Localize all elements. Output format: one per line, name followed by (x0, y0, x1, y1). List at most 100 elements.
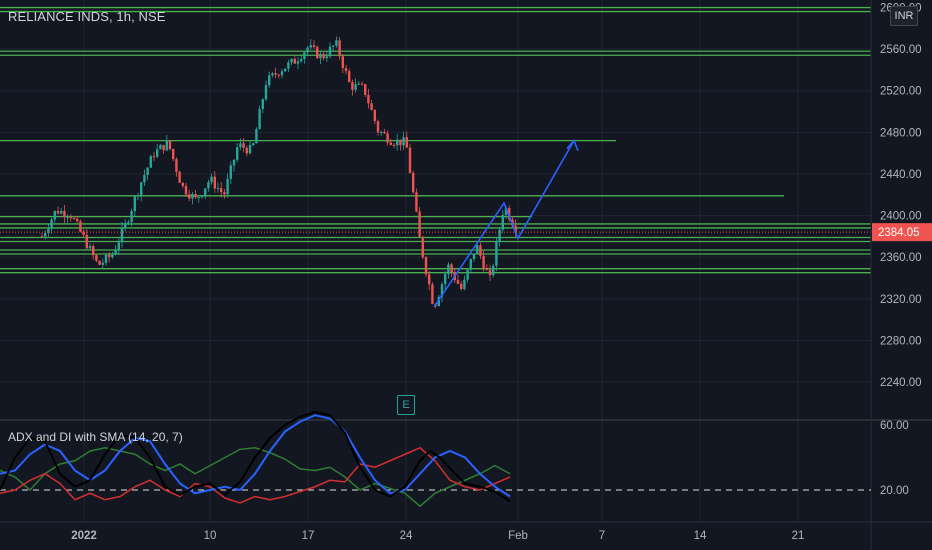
candle-body (264, 85, 268, 100)
candle-body (293, 58, 296, 64)
symbol-title[interactable]: RELIANCE INDS, 1h, NSE (8, 9, 166, 24)
candle-body (322, 53, 325, 59)
candlestick-series (40, 36, 517, 309)
candle-body (101, 262, 104, 265)
candle-body (402, 137, 405, 146)
candle-body (197, 197, 200, 199)
adx-line (0, 410, 511, 503)
candle-body (120, 227, 124, 243)
candle-body (488, 269, 492, 276)
candle-body (69, 216, 72, 219)
candle-body (117, 242, 120, 250)
candle-body (514, 225, 517, 233)
candle-body (152, 156, 156, 158)
horizontal-levels[interactable] (0, 6, 871, 274)
price-tick-label: 2480.00 (880, 127, 922, 139)
candle-body (143, 174, 146, 183)
candle-body (335, 40, 338, 46)
candle-body (479, 245, 482, 256)
candle-body (191, 193, 194, 199)
candle-body (255, 129, 258, 144)
time-tick-label: 24 (400, 530, 413, 542)
candle-body (140, 182, 143, 196)
candle-body (146, 167, 149, 175)
candle-body (168, 140, 172, 150)
candle-body (373, 110, 376, 122)
candle-body (239, 143, 242, 148)
time-axis[interactable]: 2022 10 17 24 Feb 7 14 21 (71, 530, 804, 542)
candle-body (386, 133, 389, 143)
last-price-value: 2384.05 (878, 227, 920, 239)
candle-body (213, 176, 216, 189)
candle-body (482, 255, 485, 269)
candle-body (172, 149, 175, 160)
candle-body (284, 68, 287, 72)
candle-body (367, 94, 370, 104)
candle-body (450, 264, 453, 273)
time-tick-label: Feb (508, 530, 528, 542)
candle-body (236, 147, 239, 160)
candle-body (92, 246, 95, 256)
candle-body (72, 218, 76, 220)
price-tick-label: 2560.00 (880, 44, 922, 56)
time-tick-label: 7 (599, 530, 605, 542)
candle-body (104, 254, 108, 263)
candle-body (456, 280, 460, 284)
candle-body (412, 172, 415, 193)
candle-body (181, 182, 184, 186)
price-tick-label: 2280.00 (880, 335, 922, 347)
projection-arrow[interactable] (433, 140, 575, 308)
time-tick-label: 10 (204, 530, 217, 542)
candle-body (290, 58, 293, 63)
candle-body (261, 99, 264, 110)
candle-body (204, 188, 207, 196)
candle-body (79, 221, 82, 232)
candle-body (447, 264, 450, 275)
candle-body (357, 83, 360, 85)
last-price-label: 2384.05 (872, 223, 932, 242)
candle-body (495, 241, 498, 266)
time-tick-label: 17 (302, 530, 315, 542)
candle-body (370, 103, 373, 111)
candle-body (303, 52, 306, 60)
candle-body (82, 231, 85, 235)
candle-body (76, 218, 79, 222)
candle-body (424, 257, 428, 275)
candle-body (472, 253, 476, 260)
sma-line (0, 414, 511, 498)
candle-body (200, 195, 204, 198)
candle-body (85, 234, 88, 249)
candle-body (380, 131, 383, 133)
candle-body (306, 47, 309, 53)
price-axis[interactable]: 2240.00 2280.00 2320.00 2360.00 2400.00 2440.… (880, 3, 922, 390)
grid (0, 0, 871, 522)
candle-body (156, 149, 159, 157)
candle-body (220, 188, 223, 193)
candle-body (312, 45, 316, 47)
candle-body (178, 171, 181, 183)
candle-body (63, 210, 66, 217)
earnings-marker[interactable]: E (397, 395, 415, 415)
candle-body (159, 144, 162, 150)
price-tick-label: 2400.00 (880, 211, 922, 223)
candle-body (399, 139, 402, 146)
candle-body (268, 75, 271, 86)
candle-body (287, 62, 290, 69)
projection-arrowhead (566, 139, 579, 151)
candle-body (360, 83, 364, 85)
candle-body (428, 274, 431, 285)
candle-body (396, 139, 399, 146)
candle-body (485, 268, 488, 270)
candle-body (88, 246, 92, 249)
candle-body (98, 260, 101, 265)
indicator-title[interactable]: ADX and DI with SMA (14, 20, 7) (8, 430, 183, 444)
currency-badge[interactable]: INR (890, 6, 918, 26)
candle-body (40, 236, 44, 238)
candle-body (296, 61, 300, 64)
price-tick-label: 2520.00 (880, 86, 922, 98)
candle-body (437, 296, 440, 307)
candle-body (316, 46, 319, 59)
candle-body (421, 236, 424, 258)
candle-body (127, 222, 130, 224)
